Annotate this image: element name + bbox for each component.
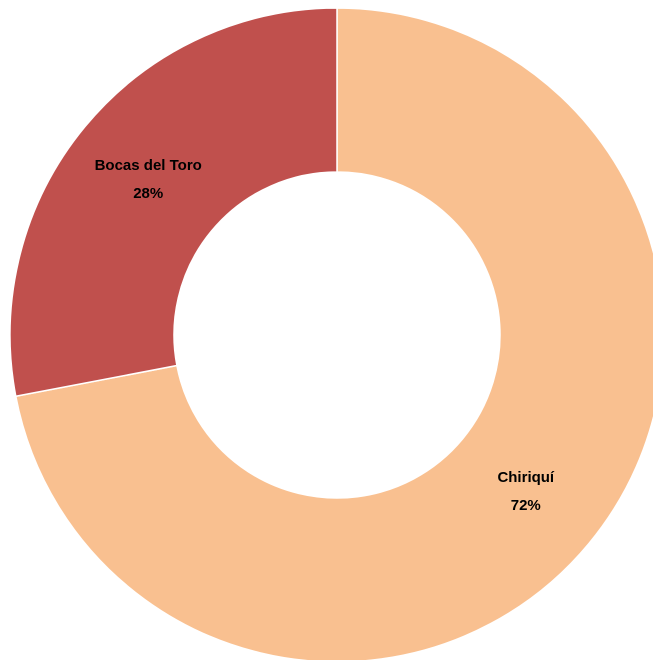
slice-value-label: 28% bbox=[133, 185, 163, 202]
donut-slice bbox=[14, 7, 653, 660]
slice-label: Chiriquí bbox=[497, 469, 554, 486]
slice-label: Bocas del Toro bbox=[95, 157, 202, 174]
slice-value-label: 72% bbox=[511, 497, 541, 514]
donut-slice bbox=[9, 7, 338, 398]
